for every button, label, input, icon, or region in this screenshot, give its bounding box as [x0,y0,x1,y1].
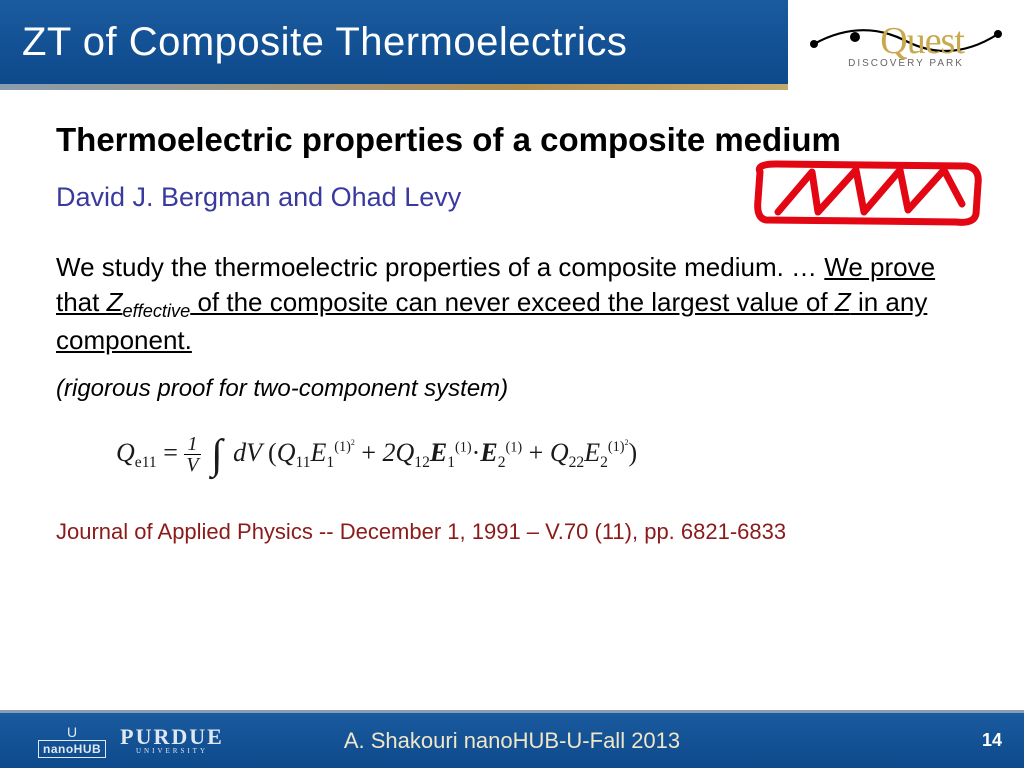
z-sub: effective [122,301,190,321]
quest-wordmark: Quest [880,22,964,60]
body-u-post: of the composite can never exceed the la… [190,287,835,317]
quest-logo-box: Quest DISCOVERY PARK [788,0,1024,90]
proof-note: (rigorous proof for two-component system… [56,375,968,403]
body-text: We study the thermoelectric properties o… [56,250,968,359]
footer-bar: U nanoHUB PURDUE UNIVERSITY A. Shakouri … [0,710,1024,768]
integral-icon: ∫ [211,431,223,479]
citation: Journal of Applied Physics -- December 1… [56,519,968,545]
nanohub-logo: U nanoHUB [38,724,106,758]
eq-dv: dV [233,438,261,467]
authors-row: David J. Bergman and Ohad Levy [56,182,968,232]
equation: Qe11 = 1 V ∫ dV (Q11E1(1)2 + 2Q12E1(1)·E… [56,431,968,479]
slide-title: ZT of Composite Thermoelectrics [0,20,627,65]
body-lead: We study the thermoelectric properties o… [56,252,824,282]
eq-frac: 1 V [184,434,200,475]
slide-content: Thermoelectric properties of a composite… [0,90,1024,545]
purdue-logo: PURDUE UNIVERSITY [120,726,224,755]
authors: David J. Bergman and Ohad Levy [56,182,748,213]
footer-credit: A. Shakouri nanoHUB-U-Fall 2013 [344,728,680,754]
footer-logos: U nanoHUB PURDUE UNIVERSITY [0,724,224,758]
annotation-scribble [748,154,988,232]
z-sym: Z [107,287,123,317]
z-sym2: Z [835,287,851,317]
page-number: 14 [982,730,1002,751]
eq-lhs: Qe11 [116,438,157,467]
